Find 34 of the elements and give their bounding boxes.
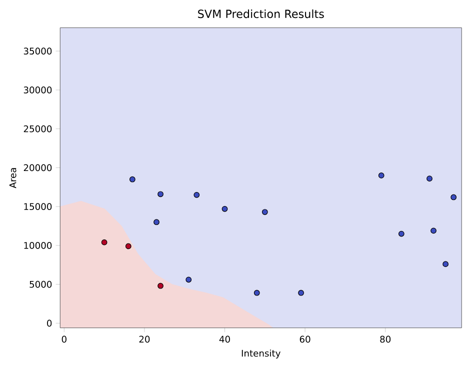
chart-title: SVM Prediction Results [198,10,324,18]
point [430,228,436,234]
point [129,176,136,182]
x-tick-label: 40 [219,336,230,343]
y-tick-label: 30000 [24,86,52,94]
point [194,192,200,198]
y-tick-label: 10000 [24,242,52,249]
x-tick-label: 20 [139,336,150,343]
point [125,243,132,250]
point [262,209,268,215]
point [222,206,228,212]
point [254,290,260,296]
point [378,172,384,178]
point [442,261,449,268]
point [101,239,108,246]
x-axis-title: Intensity [242,350,280,358]
x-tick-label: 0 [62,336,66,343]
point [158,282,164,289]
y-tick-label: 35000 [24,48,52,55]
y-tick-label: 5000 [30,280,52,288]
point [450,194,457,200]
point [398,230,404,237]
y-axis-title: Area [9,168,16,188]
y-tick-label: 25000 [24,125,52,132]
x-tick-label: 80 [380,336,391,343]
y-tick-label: 15000 [24,203,52,210]
y-tick-label: 0 [47,320,52,327]
point [154,219,160,226]
point [426,176,432,182]
point [158,191,164,198]
x-tick-label: 60 [300,336,310,343]
point [186,276,192,283]
y-tick-label: 20000 [24,164,52,172]
point [298,290,304,296]
